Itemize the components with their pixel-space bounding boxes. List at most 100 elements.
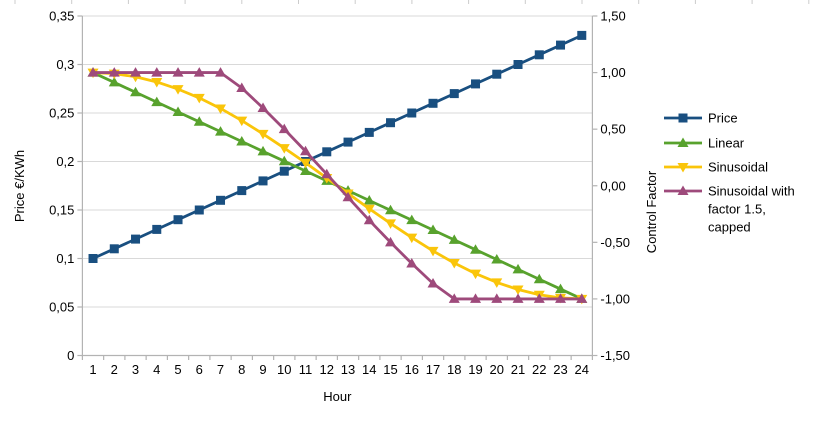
data-point-marker: [470, 293, 482, 303]
x-axis-tick-label: 23: [553, 362, 567, 377]
data-point-marker: [491, 254, 503, 264]
data-point-marker: [236, 136, 248, 146]
x-axis-tick-label: 12: [320, 362, 334, 377]
data-point-marker: [427, 224, 439, 234]
data-point-marker: [193, 67, 205, 77]
legend-label: Sinusoidal: [708, 160, 768, 175]
left-axis-tick-label: 0: [67, 348, 74, 363]
x-axis-tick-label: 6: [196, 362, 203, 377]
data-point-marker: [151, 96, 163, 107]
data-point-marker: [109, 244, 119, 254]
left-axis-tick-label: 0,05: [49, 300, 74, 315]
series-sinusoidal-with-factor-1-5-capped: [87, 67, 588, 303]
right-axis-tick-label: 0,50: [600, 122, 625, 137]
data-point-marker: [194, 205, 204, 215]
data-point-marker: [406, 214, 418, 225]
data-point-marker: [322, 147, 332, 157]
legend-label: factor 1.5,: [708, 202, 766, 217]
x-axis-title: Hour: [323, 389, 352, 404]
legend-label: Sinusoidal with: [708, 184, 795, 199]
legend-item-price: Price: [664, 111, 738, 126]
data-point-marker: [512, 293, 524, 303]
x-axis-tick-label: 7: [217, 362, 224, 377]
right-axis-tick-label: 1,50: [600, 9, 625, 24]
data-point-marker: [300, 158, 312, 169]
data-point-marker: [108, 76, 120, 87]
data-point-marker: [151, 77, 163, 88]
data-point-marker: [428, 98, 438, 108]
data-point-marker: [427, 278, 439, 288]
data-point-marker: [237, 186, 247, 196]
data-point-marker: [215, 67, 227, 77]
data-point-marker: [512, 285, 524, 296]
legend-item-sinusoidal: Sinusoidal: [664, 160, 768, 175]
x-axis-tick-label: 13: [341, 362, 355, 377]
legend-item-sinusoidal-with-factor-1-5-capped: Sinusoidal with factor 1.5, capped: [664, 184, 795, 235]
x-axis-tick-label: 15: [383, 362, 397, 377]
data-point-marker: [534, 50, 544, 60]
data-point-marker: [321, 168, 333, 179]
data-point-marker: [130, 67, 142, 77]
data-point-marker: [576, 293, 588, 303]
data-point-marker: [236, 82, 248, 92]
data-point-marker: [678, 113, 688, 123]
data-point-marker: [512, 263, 524, 274]
x-axis-tick-label: 16: [405, 362, 419, 377]
data-point-marker: [300, 145, 312, 156]
data-point-marker: [215, 126, 227, 136]
x-axis-tick-label: 18: [447, 362, 461, 377]
data-point-marker: [343, 137, 353, 147]
x-axis-tick-label: 17: [426, 362, 440, 377]
data-point-marker: [257, 145, 269, 156]
left-axis-tick-label: 0,25: [49, 106, 74, 121]
data-point-marker: [278, 123, 290, 134]
x-axis-tick-label: 2: [111, 362, 118, 377]
data-point-marker: [406, 257, 418, 268]
data-point-marker: [173, 215, 183, 225]
data-point-marker: [470, 269, 482, 280]
data-point-marker: [151, 67, 163, 77]
data-point-marker: [279, 166, 289, 176]
x-axis-tick-label: 20: [490, 362, 504, 377]
data-point-marker: [577, 30, 587, 40]
right-axis-title: Control Factor: [644, 170, 659, 253]
data-point-marker: [363, 194, 375, 205]
x-axis-tick-label: 10: [277, 362, 291, 377]
legend-label: capped: [708, 220, 751, 235]
data-point-marker: [470, 244, 482, 254]
data-point-marker: [172, 85, 184, 95]
data-point-marker: [491, 293, 503, 303]
data-point-marker: [448, 259, 460, 269]
data-point-marker: [216, 195, 226, 205]
x-axis-tick-label: 14: [362, 362, 376, 377]
data-point-marker: [555, 293, 567, 303]
data-point-marker: [427, 246, 439, 257]
x-axis-tick-label: 3: [132, 362, 139, 377]
x-axis-tick-label: 4: [153, 362, 160, 377]
data-point-marker: [278, 155, 290, 166]
data-point-marker: [172, 67, 184, 77]
data-point-marker: [406, 233, 418, 244]
data-point-marker: [385, 204, 397, 215]
right-axis-tick-label: 0,00: [600, 178, 625, 193]
left-axis-tick-label: 0,3: [56, 57, 74, 72]
data-point-marker: [236, 116, 248, 127]
right-axis-tick-label: -1,50: [600, 348, 630, 363]
data-point-marker: [533, 273, 545, 284]
data-point-marker: [363, 214, 375, 225]
right-axis-tick-label: -0,50: [600, 235, 630, 250]
data-point-marker: [533, 293, 545, 303]
data-point-marker: [258, 176, 268, 186]
left-axis-tick-label: 0,1: [56, 251, 74, 266]
data-point-marker: [172, 106, 184, 116]
data-point-marker: [449, 89, 459, 99]
data-point-marker: [257, 102, 269, 113]
data-point-marker: [386, 118, 396, 128]
x-axis-tick-label: 22: [532, 362, 546, 377]
legend-label: Linear: [708, 136, 745, 151]
right-axis-tick-label: 1,00: [600, 65, 625, 80]
data-point-marker: [448, 293, 460, 303]
data-point-marker: [87, 67, 99, 77]
data-point-marker: [364, 127, 374, 137]
